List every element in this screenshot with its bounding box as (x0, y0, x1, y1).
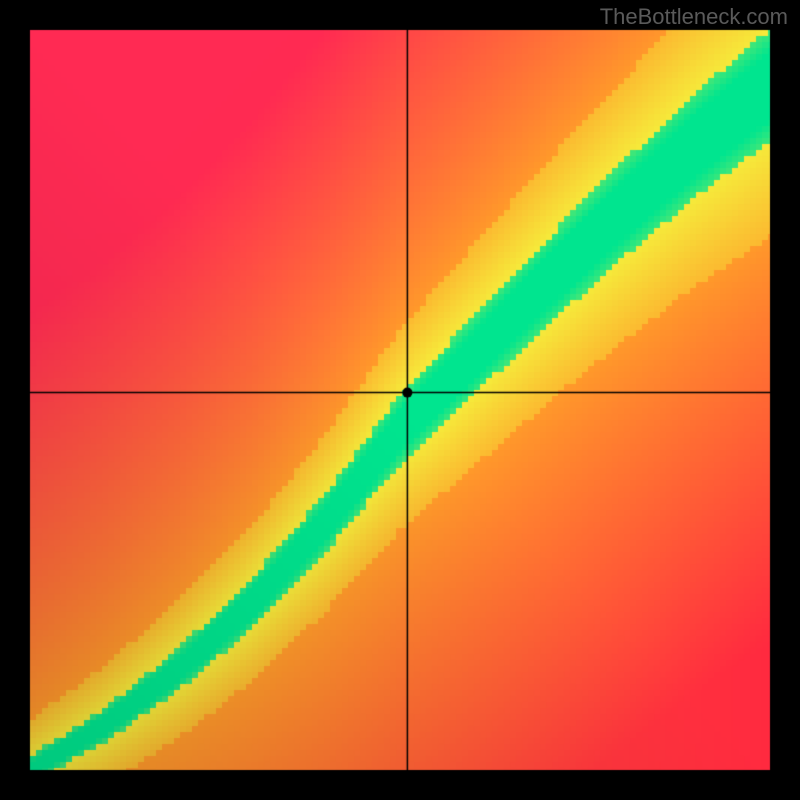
heatmap-canvas (0, 0, 800, 800)
watermark-text: TheBottleneck.com (600, 4, 788, 30)
chart-container: TheBottleneck.com (0, 0, 800, 800)
